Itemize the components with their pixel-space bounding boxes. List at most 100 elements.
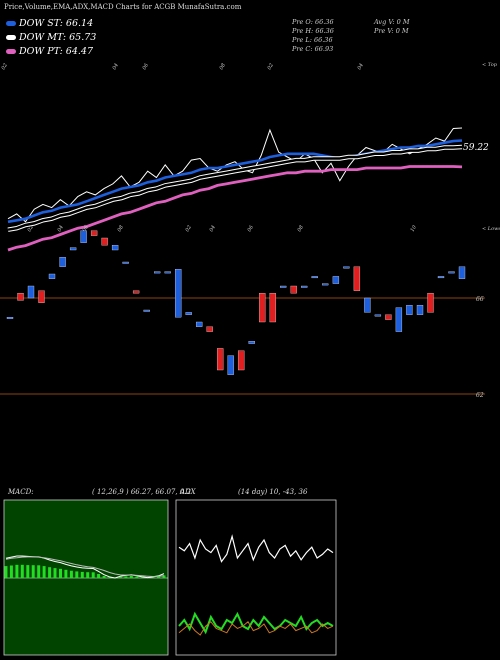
macd-histogram-bar bbox=[53, 568, 57, 578]
lower-label: < Lower bbox=[482, 226, 500, 232]
candle bbox=[122, 261, 129, 264]
macd-histogram-bar bbox=[59, 568, 62, 578]
macd-histogram-bar bbox=[124, 576, 128, 578]
candle bbox=[374, 314, 382, 317]
macd-histogram-bar bbox=[20, 564, 24, 578]
ohlc-high: Pre H: 66.36 bbox=[292, 27, 334, 35]
macd-params: ( 12,26,9 ) 66.27, 66.07, 0.2 bbox=[92, 488, 192, 496]
candle bbox=[185, 312, 192, 315]
candle bbox=[48, 273, 56, 279]
candle bbox=[164, 271, 171, 274]
macd-histogram-bar bbox=[151, 577, 155, 578]
ema-mt-inner-line bbox=[7, 145, 463, 231]
x-date-label-bottom: 02 bbox=[185, 224, 193, 233]
x-date-label-bottom: 08 bbox=[117, 224, 125, 233]
candle bbox=[269, 293, 276, 323]
x-date-label-top: 04 bbox=[112, 62, 120, 71]
macd-histogram-bar bbox=[135, 576, 139, 578]
x-date-label-bottom: 10 bbox=[410, 224, 419, 233]
macd-histogram-bar bbox=[64, 569, 68, 578]
macd-histogram-bar bbox=[91, 572, 95, 578]
macd-histogram-bar bbox=[129, 576, 133, 578]
chart-title: Price,Volume,EMA,ADX,MACD Charts for ACG… bbox=[4, 3, 242, 11]
candle bbox=[111, 245, 119, 251]
candle bbox=[6, 317, 14, 319]
macd-histogram-bar bbox=[97, 574, 101, 578]
last-price-label: 59.22 bbox=[463, 143, 489, 153]
macd-histogram-bar bbox=[75, 571, 79, 578]
x-date-label-top: 08 bbox=[219, 62, 227, 71]
macd-histogram-bar bbox=[42, 566, 46, 578]
macd-histogram-bar bbox=[80, 571, 84, 578]
candle bbox=[38, 290, 45, 303]
candle bbox=[206, 326, 213, 332]
macd-histogram-bar bbox=[162, 575, 166, 578]
macd-histogram-bar bbox=[37, 565, 41, 578]
x-date-label-top: 02 bbox=[267, 62, 275, 71]
candle bbox=[143, 309, 150, 312]
dow-mt-label: DOW MT: 65.73 bbox=[6, 32, 96, 43]
avg-volume: Avg V: 0 M bbox=[374, 18, 410, 26]
dow-st-swatch bbox=[6, 21, 16, 26]
candle bbox=[175, 269, 182, 318]
candle bbox=[69, 247, 77, 251]
candle bbox=[301, 285, 308, 288]
macd-histogram-bar bbox=[102, 576, 106, 578]
adx-params: (14 day) 10, -43, 36 bbox=[238, 488, 308, 496]
dow-st-label: DOW ST: 66.14 bbox=[6, 18, 93, 29]
candle bbox=[259, 293, 266, 323]
x-date-label-bottom: 06 bbox=[247, 224, 256, 233]
top-label: < Top bbox=[482, 62, 498, 68]
candle bbox=[248, 341, 255, 344]
macd-series-line bbox=[5, 556, 165, 578]
candle bbox=[238, 350, 245, 371]
candle bbox=[27, 285, 35, 299]
adx-series-line-di bbox=[178, 534, 334, 563]
candle bbox=[280, 285, 287, 288]
candle bbox=[101, 237, 108, 246]
ohlc-close: Pre C: 66.93 bbox=[292, 45, 334, 53]
series-line-price bbox=[7, 127, 463, 223]
candle bbox=[311, 276, 318, 279]
series-line-ema-st bbox=[7, 139, 463, 224]
x-date-label-bottom: 04 bbox=[209, 224, 217, 233]
candle bbox=[90, 230, 98, 236]
candle bbox=[385, 314, 392, 320]
candle bbox=[437, 276, 445, 279]
candle bbox=[132, 290, 140, 294]
macd-histogram-bar bbox=[108, 577, 111, 578]
macd-histogram-bar bbox=[86, 572, 90, 578]
macd-histogram-bar bbox=[31, 565, 35, 578]
candle bbox=[406, 305, 413, 315]
macd-histogram-bar bbox=[157, 576, 161, 578]
level-62-label: 62 bbox=[476, 392, 484, 399]
macd-histogram-bar bbox=[48, 567, 52, 578]
macd-histogram-bar bbox=[15, 564, 19, 578]
level-66-label: 66 bbox=[476, 296, 484, 303]
candle bbox=[427, 293, 434, 313]
macd-histogram-bar bbox=[9, 565, 13, 578]
x-date-label-top: 06 bbox=[142, 62, 151, 71]
macd-panel bbox=[3, 499, 169, 656]
macd-label: MACD: bbox=[7, 488, 34, 496]
dow-mt-text: DOW MT: 65.73 bbox=[19, 32, 97, 43]
x-date-label-top: 04 bbox=[357, 62, 365, 71]
candle bbox=[290, 285, 297, 294]
adx-panel bbox=[175, 499, 337, 656]
candle bbox=[217, 348, 224, 371]
candle bbox=[17, 293, 24, 301]
candle bbox=[343, 266, 350, 269]
dow-pt-label: DOW PT: 64.47 bbox=[6, 46, 93, 57]
macd-histogram-bar bbox=[118, 576, 122, 578]
x-date-label-bottom: 08 bbox=[297, 224, 305, 233]
candle bbox=[59, 257, 66, 267]
candle bbox=[227, 355, 234, 375]
candle bbox=[448, 271, 455, 274]
x-date-label-bottom: 04 bbox=[57, 224, 65, 233]
candle bbox=[322, 283, 329, 286]
candle bbox=[196, 321, 203, 327]
candle bbox=[395, 307, 403, 332]
candle bbox=[364, 297, 371, 313]
x-date-label-bottom: 02 bbox=[27, 224, 35, 233]
